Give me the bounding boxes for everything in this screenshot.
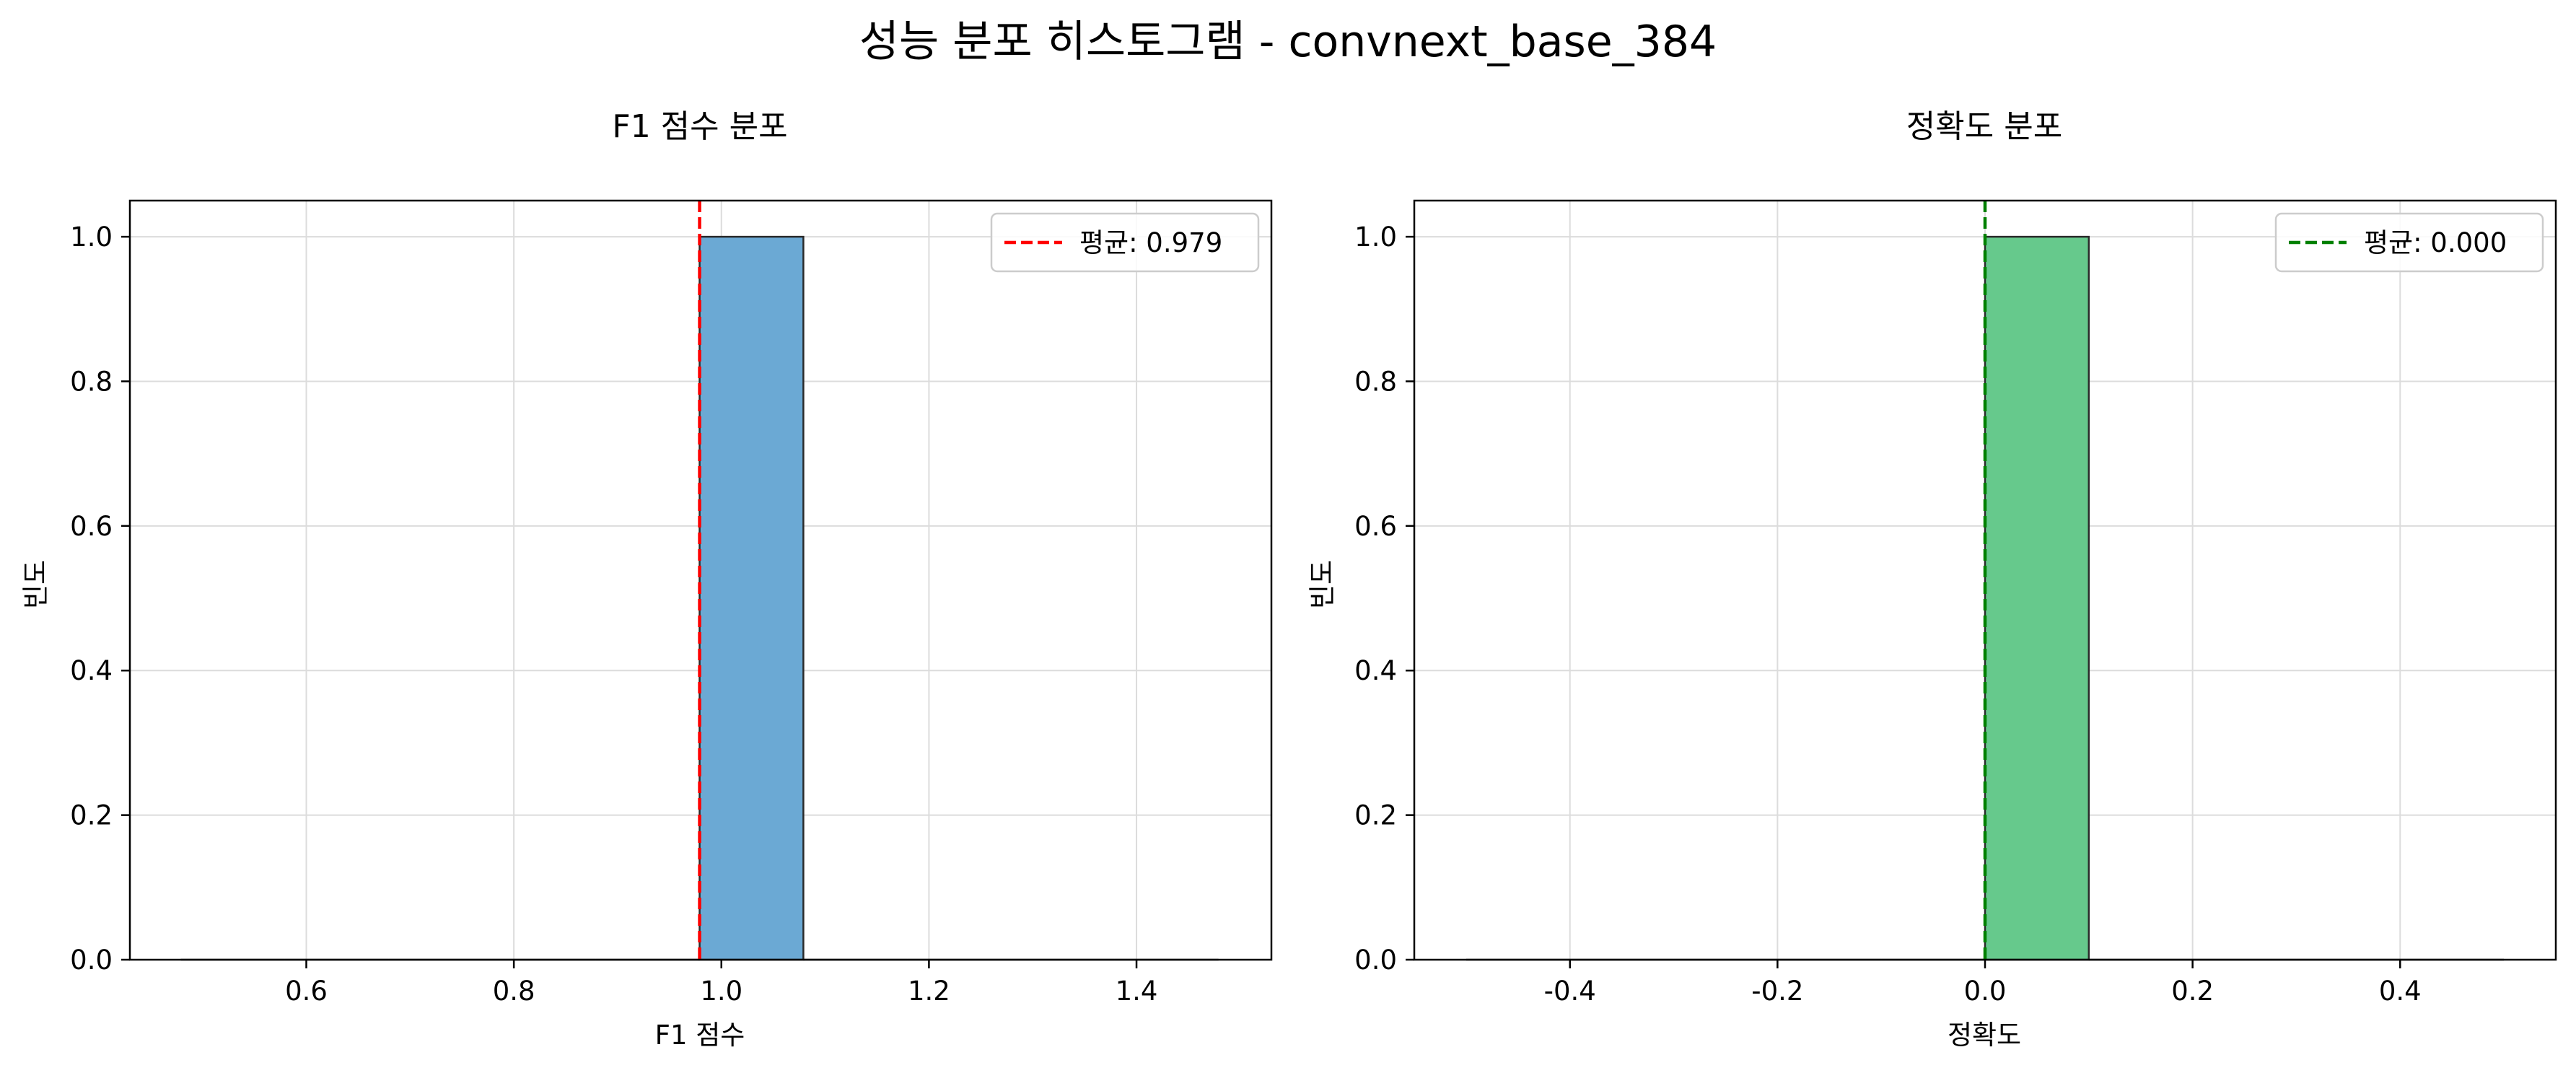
f1-legend-label: 평균: 0.979 bbox=[1079, 227, 1222, 258]
accuracy-x-axis-label: 정확도 bbox=[1948, 1020, 2021, 1051]
f1-y-tick-label: 0.6 bbox=[70, 511, 113, 542]
f1-x-tick-label: 1.4 bbox=[1116, 976, 1158, 1007]
accuracy-y-tick-label: 0.8 bbox=[1354, 366, 1397, 397]
f1-y-tick-label: 0.4 bbox=[70, 655, 113, 686]
f1-y-tick-label: 0.0 bbox=[70, 945, 113, 976]
accuracy-y-tick-label: 0.6 bbox=[1354, 511, 1397, 542]
f1-legend-box bbox=[990, 212, 1260, 273]
accuracy-histogram-panel: 정확도 분포 정확도 빈도 -0.4 -0.2 0.0 0.2 0.4 0.0 0.2 0.4… bbox=[1307, 108, 2557, 1051]
accuracy-x-tick-label: -0.2 bbox=[1751, 976, 1803, 1007]
f1-histogram-bar bbox=[698, 235, 805, 961]
f1-histogram-panel: F1 점수 분포 F1 점수 빈도 0.6 0.8 1.0 1.2 1.4 0.0 0.2 0… bbox=[20, 108, 1273, 1051]
accuracy-histogram-bar bbox=[1984, 235, 2090, 961]
accuracy-x-tick-label: 0.4 bbox=[2379, 976, 2422, 1007]
f1-x-tick-label: 0.6 bbox=[285, 976, 328, 1007]
f1-y-tick-label: 0.2 bbox=[70, 800, 113, 831]
f1-panel-title: F1 점수 분포 bbox=[612, 108, 787, 145]
f1-x-tick-label: 1.0 bbox=[700, 976, 742, 1007]
accuracy-y-tick-label: 1.0 bbox=[1354, 222, 1397, 253]
accuracy-y-tick-label: 0.0 bbox=[1354, 945, 1397, 976]
f1-x-tick-label: 0.8 bbox=[493, 976, 535, 1007]
f1-y-axis-label: 빈도 bbox=[20, 560, 51, 609]
accuracy-y-axis-label: 빈도 bbox=[1307, 560, 1338, 609]
f1-axes-frame bbox=[128, 199, 1273, 961]
accuracy-y-tick-label: 0.4 bbox=[1354, 655, 1397, 686]
f1-y-tick-label: 1.0 bbox=[70, 222, 113, 253]
f1-x-tick-label: 1.2 bbox=[908, 976, 950, 1007]
accuracy-y-tick-label: 0.2 bbox=[1354, 800, 1397, 831]
accuracy-x-tick-label: 0.0 bbox=[1964, 976, 2007, 1007]
accuracy-x-tick-label: -0.4 bbox=[1544, 976, 1596, 1007]
accuracy-legend-label: 평균: 0.000 bbox=[2364, 227, 2507, 258]
accuracy-x-tick-label: 0.2 bbox=[2171, 976, 2214, 1007]
figure-title: 성능 분포 히스토그램 - convnext_base_384 bbox=[859, 17, 1717, 67]
accuracy-panel-title: 정확도 분포 bbox=[1906, 108, 2062, 145]
accuracy-legend-box bbox=[2274, 212, 2544, 273]
f1-x-axis-label: F1 점수 bbox=[655, 1020, 745, 1051]
f1-y-tick-label: 0.8 bbox=[70, 366, 113, 397]
